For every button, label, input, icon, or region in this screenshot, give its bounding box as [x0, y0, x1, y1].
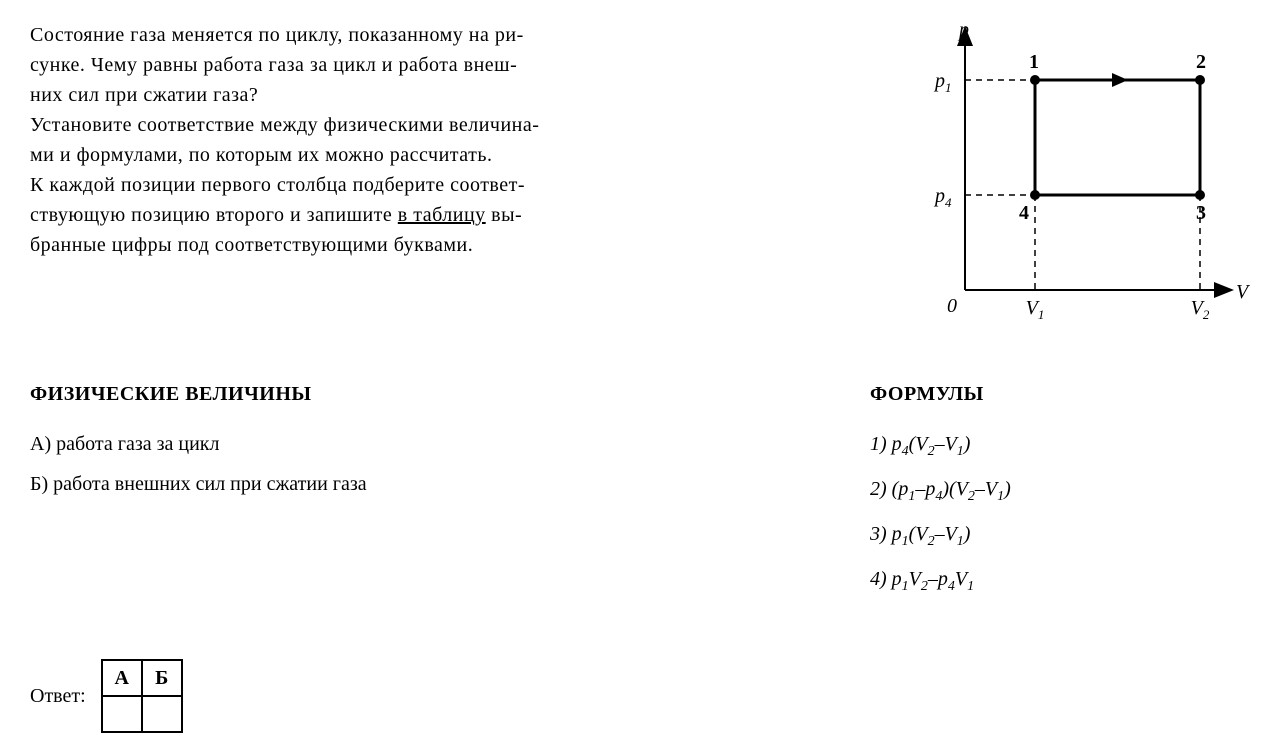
- answer-label: Ответ:: [30, 681, 86, 711]
- pv-diagram: 0Vp1234p1p4V1V2: [920, 20, 1250, 339]
- underlined-text: в таблицу: [398, 204, 486, 226]
- problem-text: Состояние газа меняется по циклу, показа…: [30, 20, 890, 339]
- problem-line: ствующую позицию второго и запишите: [30, 204, 398, 226]
- formulas-heading: ФОРМУЛЫ: [870, 379, 1250, 409]
- quantity-b: Б) работа внешних сил при сжатии газа: [30, 469, 770, 499]
- answer-cell-b[interactable]: [142, 696, 182, 732]
- problem-line: К каждой позиции первого столбца подбери…: [30, 174, 525, 196]
- formula-3: 3) p1(V2–V1): [870, 519, 1250, 552]
- problem-line: Состояние газа меняется по циклу, показа…: [30, 24, 524, 46]
- formula-1: 1) p4(V2–V1): [870, 429, 1250, 462]
- quantities-heading: ФИЗИЧЕСКИЕ ВЕЛИЧИНЫ: [30, 379, 770, 409]
- pv-diagram-svg: 0Vp1234p1p4V1V2: [920, 20, 1250, 330]
- svg-text:V2: V2: [1191, 297, 1210, 322]
- quantities-column: ФИЗИЧЕСКИЕ ВЕЛИЧИНЫ А) работа газа за ци…: [30, 379, 770, 609]
- problem-line: сунке. Чему равны работа газа за цикл и …: [30, 54, 517, 76]
- formula-2: 2) (p1–p4)(V2–V1): [870, 474, 1250, 507]
- problem-line: вы-: [486, 204, 523, 226]
- svg-text:p1: p1: [933, 70, 952, 95]
- formula-4: 4) p1V2–p4V1: [870, 564, 1250, 597]
- problem-line: ми и формулами, по которым их можно расс…: [30, 144, 493, 166]
- problem-line: Установите соответствие между физическим…: [30, 114, 539, 136]
- svg-text:p: p: [957, 20, 969, 41]
- answer-section: Ответ: А Б: [30, 659, 1250, 733]
- answer-header-b: Б: [142, 660, 182, 696]
- svg-text:V: V: [1236, 281, 1250, 303]
- problem-line: бранные цифры под соответствующими буква…: [30, 234, 473, 256]
- svg-text:p4: p4: [933, 185, 952, 210]
- svg-text:3: 3: [1196, 202, 1206, 224]
- formulas-column: ФОРМУЛЫ 1) p4(V2–V1) 2) (p1–p4)(V2–V1) 3…: [870, 379, 1250, 609]
- problem-line: них сил при сжатии газа?: [30, 84, 258, 106]
- svg-text:2: 2: [1196, 51, 1206, 73]
- svg-text:1: 1: [1029, 51, 1039, 73]
- svg-text:4: 4: [1019, 202, 1029, 224]
- quantity-a: А) работа газа за цикл: [30, 429, 770, 459]
- svg-text:V1: V1: [1026, 297, 1045, 322]
- answer-header-a: А: [102, 660, 142, 696]
- answer-cell-a[interactable]: [102, 696, 142, 732]
- svg-text:0: 0: [947, 295, 957, 317]
- answer-table: А Б: [101, 659, 183, 733]
